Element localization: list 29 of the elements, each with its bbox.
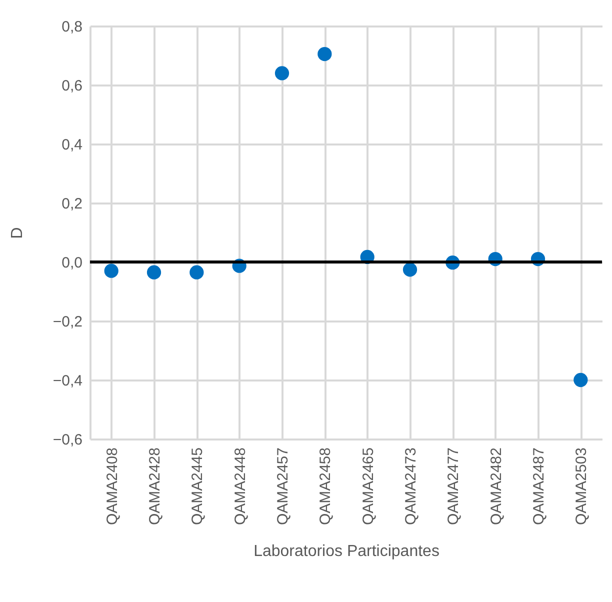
point bbox=[104, 264, 118, 278]
x-tick-label: QAMA2477 bbox=[445, 448, 462, 526]
x-tick-label: QAMA2487 bbox=[530, 448, 548, 526]
y-tick-label: −0,6 bbox=[52, 432, 82, 448]
y-tick-label: −0,4 bbox=[52, 372, 82, 390]
x-tick-label: QAMA2503 bbox=[573, 448, 590, 526]
x-tick-label: QAMA2458 bbox=[317, 448, 334, 526]
y-tick-label: 0,2 bbox=[62, 196, 82, 212]
point bbox=[146, 265, 162, 280]
x-tick-label: QAMA2457 bbox=[274, 448, 292, 526]
y-tick-label: 0,0 bbox=[62, 254, 82, 272]
x-tick-label: QAMA2445 bbox=[189, 448, 206, 526]
point bbox=[274, 66, 290, 80]
y-tick-label: 0,8 bbox=[62, 18, 82, 36]
x-tick-label: QAMA2408 bbox=[104, 448, 121, 526]
y-tick-label: 0,4 bbox=[62, 136, 82, 154]
x-tick-label: QAMA2448 bbox=[232, 448, 249, 526]
x-tick-label: QAMA2473 bbox=[402, 448, 420, 526]
x-axis-title: Laboratorios Participantes bbox=[254, 543, 440, 560]
y-axis-title: D bbox=[8, 227, 26, 239]
point bbox=[318, 46, 332, 62]
point bbox=[190, 265, 204, 280]
y-tick-label: −0,2 bbox=[52, 314, 82, 330]
point bbox=[402, 262, 418, 277]
y-tick-label: 0,6 bbox=[62, 78, 82, 94]
x-tick-label: QAMA2482 bbox=[488, 448, 505, 526]
x-tick-label: QAMA2428 bbox=[146, 448, 164, 526]
point bbox=[574, 372, 588, 388]
x-tick-label: QAMA2465 bbox=[360, 448, 377, 526]
